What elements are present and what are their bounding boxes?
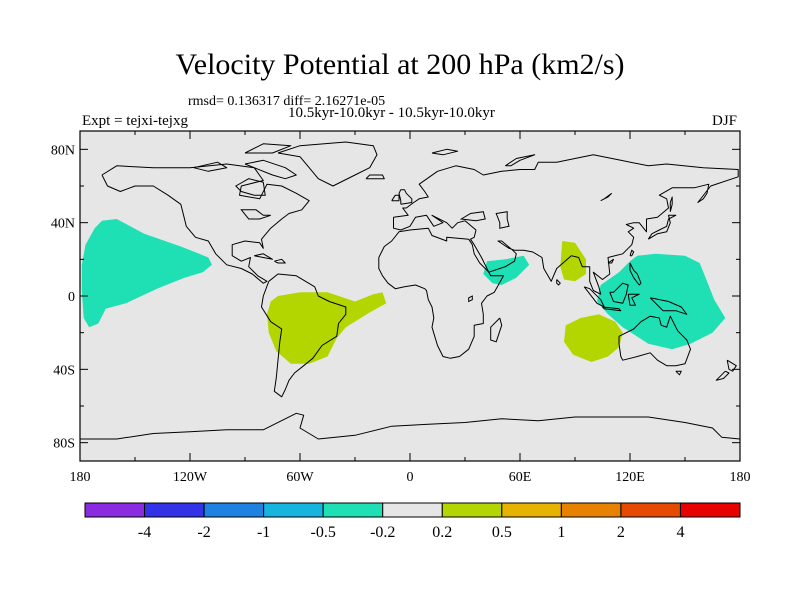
colorbar-box (382, 502, 443, 518)
lake-great-lakes (240, 209, 271, 220)
lat-tick-label: 40N (51, 217, 75, 232)
colorbar-box (441, 502, 503, 518)
colorbar-box (203, 502, 265, 518)
map-plot-area (80, 131, 741, 461)
coastline-java (602, 306, 622, 312)
lake-caspian-sea (495, 211, 510, 229)
colorbar-box (144, 502, 205, 518)
lake-black-sea (459, 211, 486, 222)
anomaly-region-south-america-positive (267, 292, 387, 364)
coastline-africa (378, 227, 504, 359)
lon-tick-label: 60W (286, 470, 314, 485)
coastline-taiwan (629, 249, 635, 257)
coastline-north-america (101, 163, 310, 284)
coastline-greenland (277, 141, 378, 187)
coastline-ireland (391, 194, 400, 202)
coastline-uk (398, 189, 413, 205)
lon-tick-label: 120W (173, 470, 208, 485)
anomaly-region-maritime-continent-negative (597, 253, 726, 350)
map-axes: 80N 40N 0 40S 80S 180 120W 60W 0 60E 120E 180 (51, 130, 751, 485)
colorbar-label: -2 (197, 524, 210, 541)
coastline-baffin-island (244, 159, 297, 180)
colorbar-label: 2 (617, 524, 625, 541)
coastline-new-guinea (649, 297, 688, 315)
coastline-svalbard (431, 148, 459, 156)
coastline-novaya-zemlya (505, 154, 536, 167)
coastline-sumatra (583, 286, 605, 308)
anomaly-region-arabian-sea-negative (483, 255, 530, 285)
lon-tick-label: 0 (407, 470, 414, 485)
lon-tick-label: 120E (615, 470, 645, 485)
anomaly-region-central-pacific-negative (81, 219, 212, 328)
colorbar-label: -1 (257, 524, 270, 541)
stats-subtitle: rmsd= 0.136317 diff= 2.16271e-05 (188, 94, 386, 109)
lon-tick-label: 180 (730, 470, 751, 485)
colorbar-box (322, 502, 384, 518)
coastline-philippines (629, 262, 642, 286)
lat-tick-label: 80S (53, 437, 75, 452)
coastline-hispaniola (274, 258, 286, 264)
lake-hudson-bay (234, 178, 266, 196)
colorbar-box (679, 502, 741, 518)
colorbar-label: 1 (557, 524, 565, 541)
lat-tick-label: 80N (51, 143, 75, 158)
lon-tick-label: 60E (509, 470, 532, 485)
colorbar-label: 0.5 (492, 524, 512, 541)
colorbar-label: -0.2 (370, 524, 395, 541)
coastline-australia (618, 315, 691, 367)
anomaly-region-indian-ocean-north-positive (560, 241, 586, 282)
colorbar-box (84, 502, 146, 518)
lake-baikal (600, 192, 613, 202)
page-title: Velocity Potential at 200 hPa (km2/s) (175, 48, 625, 81)
periods-subtitle: 10.5kyr-10.0kyr - 10.5kyr-10.0kyr (288, 105, 495, 121)
lat-tick-label: 0 (68, 290, 75, 305)
lat-tick-label: 40S (53, 363, 75, 378)
colorbar-label: 4 (676, 524, 684, 541)
coastline-hainan (607, 258, 614, 264)
lake-lake-victoria (468, 295, 473, 303)
coastline-sulawesi (627, 293, 640, 306)
coastline-ellesmere-island (244, 143, 292, 154)
coastline-madagascar (490, 317, 503, 343)
coastline-tasmania (675, 370, 682, 376)
coastline-cuba (254, 253, 273, 260)
coastline-borneo (609, 282, 629, 304)
coastline-new-zealand-north (726, 359, 737, 372)
colorbar-box (501, 502, 562, 518)
colorbar: -4 -2 -1 -0.5 -0.2 0.2 0.5 1 2 4 (84, 502, 741, 541)
colorbar-label: 0.2 (432, 524, 452, 541)
colorbar-box (620, 502, 681, 518)
colorbar-label: -4 (138, 524, 151, 541)
season-label: DJF (712, 113, 738, 129)
colorbar-box (560, 502, 622, 518)
anomaly-region-indian-ocean-south-positive (564, 314, 623, 362)
coastline-japan (647, 214, 677, 240)
coastline-eurasia (393, 154, 739, 295)
coastline-south-america (261, 273, 347, 398)
experiment-label: Expt = tejxi-tejxg (82, 113, 188, 129)
coastline-sri-lanka (556, 279, 561, 286)
coastline-new-zealand-south (715, 370, 730, 381)
coastline-sakhalin (669, 196, 673, 212)
coastline-antarctica (80, 412, 741, 440)
lon-tick-label: 180 (70, 470, 91, 485)
colorbar-label: -0.5 (311, 524, 336, 541)
coastline-victoria-island (193, 161, 228, 172)
colorbar-box (263, 502, 324, 518)
coastline-iceland (365, 174, 385, 180)
